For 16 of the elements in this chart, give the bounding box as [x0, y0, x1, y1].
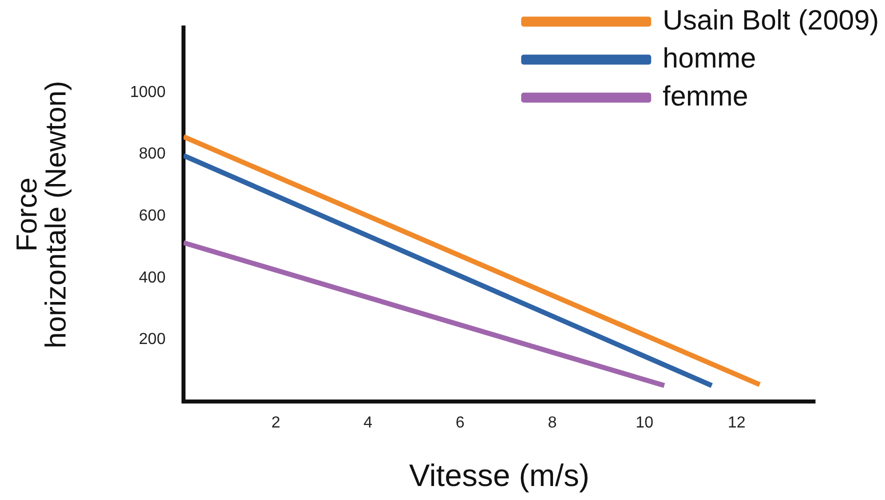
- x-tick-label: 8: [548, 414, 557, 432]
- y-tick-label: 200: [138, 331, 166, 348]
- legend-label: femme: [662, 80, 748, 112]
- y-tick-label: 800: [138, 146, 166, 163]
- x-tick-label: 4: [363, 414, 372, 432]
- y-tick-label: 1000: [130, 84, 166, 101]
- x-tick-label: 12: [728, 414, 746, 432]
- legend-label: Usain Bolt (2009): [662, 4, 880, 36]
- x-tick-label: 6: [456, 414, 465, 432]
- y-axis-title: Force horizontale (Newton): [12, 80, 72, 348]
- x-axis-title: Vitesse (m/s): [409, 458, 590, 493]
- y-tick-label: 400: [138, 269, 166, 286]
- legend-label: homme: [662, 42, 756, 74]
- y-tick-label: 600: [138, 208, 166, 225]
- x-tick-label: 10: [636, 414, 654, 432]
- x-tick-label: 2: [271, 414, 280, 432]
